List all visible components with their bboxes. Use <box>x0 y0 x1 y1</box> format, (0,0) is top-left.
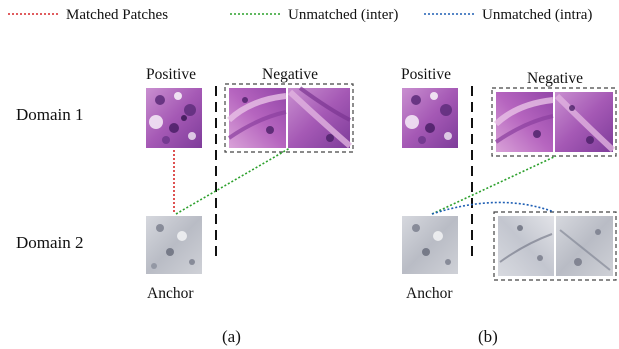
legend-unmatched-intra-label: Unmatched (intra) <box>482 7 592 23</box>
panel-b-negative-box-domain1 <box>491 87 617 157</box>
legend-unmatched-inter-label: Unmatched (inter) <box>288 7 398 23</box>
panel-b-negative-patch-2 <box>554 92 616 153</box>
panel-a-positive-patch <box>146 88 202 148</box>
panel-b-positive-patch <box>402 88 458 148</box>
panel-a-caption: (a) <box>222 327 241 346</box>
panel-a-negative-patch-1 <box>226 88 287 148</box>
panel-b-anchor-label: Anchor <box>406 285 453 302</box>
panel-a-negative-patch-2 <box>287 86 352 149</box>
panel-a-negative-header: Negative <box>262 66 318 83</box>
panel-b-unmatched-inter-connector <box>431 155 557 215</box>
legend: Matched Patches Unmatched (inter) Unmatc… <box>8 7 592 23</box>
panel-b: Positive Negative <box>401 66 617 346</box>
legend-matched-label: Matched Patches <box>66 7 168 23</box>
panel-b-unmatched-intra-connector <box>431 201 555 215</box>
legend-item-matched: Matched Patches <box>8 7 168 23</box>
panel-b-negative-header: Negative <box>527 70 583 87</box>
legend-item-unmatched-intra: Unmatched (intra) <box>424 7 592 23</box>
legend-item-unmatched-inter: Unmatched (inter) <box>230 7 398 23</box>
panel-b-positive-header: Positive <box>401 66 451 83</box>
panel-b-negative-patch-1 <box>493 92 554 152</box>
panel-b-intra-negative-patch-1 <box>498 216 554 276</box>
row-label-domain1: Domain 1 <box>16 105 84 124</box>
panel-b-caption: (b) <box>478 327 498 346</box>
panel-b-negative-box-domain2 <box>493 211 617 281</box>
panel-a-negative-box <box>224 83 354 153</box>
panel-a-positive-header: Positive <box>146 66 196 83</box>
panel-a-unmatched-inter-connector <box>175 147 291 215</box>
panel-b-intra-negative-patch-2 <box>556 216 613 276</box>
row-label-domain2: Domain 2 <box>16 233 84 252</box>
panel-a-anchor-label: Anchor <box>147 285 194 302</box>
panel-a: Positive Negative <box>146 66 354 346</box>
panel-b-anchor-patch <box>402 216 458 274</box>
panel-a-anchor-patch <box>146 216 202 274</box>
